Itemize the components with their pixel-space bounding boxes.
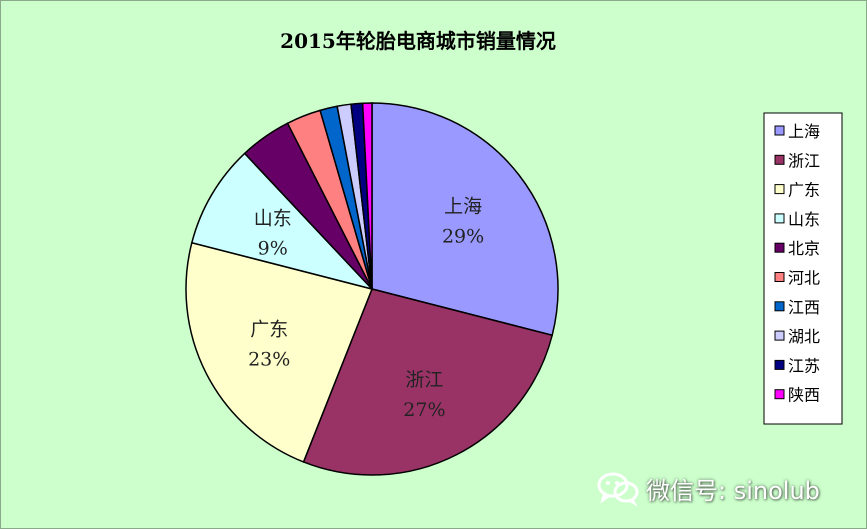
legend-swatch (774, 389, 785, 400)
pie-slice-4 (190, 152, 375, 291)
slice-label-percent: 29% (442, 225, 484, 247)
legend-label: 广东 (788, 181, 820, 200)
legend-label: 浙江 (788, 151, 820, 170)
slice-label-category: 广东 (250, 318, 288, 340)
pie-slices (185, 102, 559, 476)
legend-swatch (774, 125, 785, 136)
legend-label: 江西 (788, 298, 820, 317)
legend-box (763, 112, 843, 425)
slice-label-category: 浙江 (405, 369, 443, 391)
slice-label-percent: 27% (403, 399, 445, 421)
legend-swatch (774, 359, 785, 370)
wechat-icon (597, 472, 639, 506)
chart-title: 2015年轮胎电商城市销量情况 (280, 29, 556, 53)
legend-label: 北京 (788, 239, 820, 258)
pie-slice-10 (361, 102, 373, 290)
legend-swatch (774, 242, 785, 253)
pie-slice-2 (302, 288, 554, 476)
legend-label: 陕西 (788, 386, 820, 405)
legend-swatch (774, 154, 785, 165)
legend-swatch (774, 330, 785, 341)
pie-slice-3 (185, 241, 374, 463)
legend-label: 河北 (788, 269, 820, 288)
legend-label: 山东 (788, 210, 820, 229)
legend-label: 湖北 (788, 327, 820, 346)
watermark-text: 微信号: sinolub (646, 476, 820, 505)
slice-label-category: 上海 (444, 195, 482, 217)
legend-swatch (774, 301, 785, 312)
slice-label-category: 山东 (254, 207, 292, 229)
legend-swatch (774, 272, 785, 282)
legend-swatch (774, 184, 785, 195)
slice-label-percent: 9% (258, 237, 288, 259)
legend-label: 江苏 (788, 356, 820, 375)
legend-label: 上海 (788, 122, 820, 141)
legend-swatch (774, 213, 785, 224)
pie-slice-1 (371, 102, 559, 337)
slice-label-percent: 23% (248, 348, 290, 370)
pie-slice-labels: 上海 29% 浙江 27% 广东 23% 山东 9% (248, 195, 484, 420)
watermark: 微信号: sinolub (596, 470, 858, 506)
